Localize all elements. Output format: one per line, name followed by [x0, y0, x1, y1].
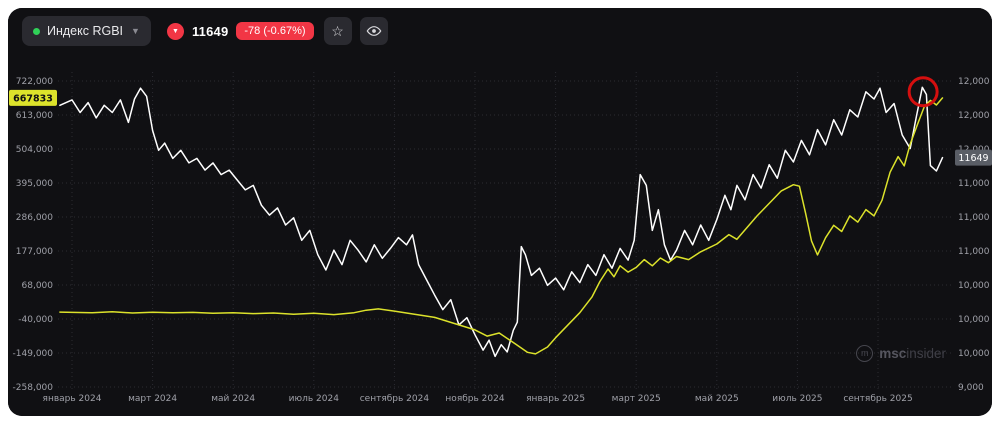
right-axis-label: 10,000: [958, 315, 990, 325]
star-icon: ☆: [331, 23, 344, 40]
price-down-icon: ▼: [167, 23, 184, 40]
right-axis-label: 10,000: [958, 349, 990, 359]
left-axis-label: -40,000: [18, 315, 53, 325]
left-axis-label: 68,000: [22, 281, 54, 291]
chart-background: [8, 8, 992, 416]
x-axis-label: май 2024: [211, 394, 255, 404]
chart-toolbar: Индекс RGBI ▼ ▼ 11649 -78 (-0.67%) ☆: [22, 16, 388, 46]
right-axis-label: 12,000: [958, 111, 990, 121]
left-axis-label: -149,000: [13, 349, 54, 359]
x-axis-label: март 2024: [128, 394, 177, 404]
market-open-dot: [33, 28, 40, 35]
right-axis-label: 10,000: [958, 281, 990, 291]
x-axis-label: март 2025: [612, 394, 661, 404]
chevron-down-icon: ▼: [131, 26, 140, 36]
right-axis-label: 9,000: [958, 383, 984, 393]
eye-icon: [366, 23, 382, 39]
left-axis-label: 722,000: [16, 77, 53, 87]
favorite-star-button[interactable]: ☆: [324, 17, 352, 45]
x-axis-label: сентябрь 2025: [843, 394, 912, 404]
right-axis-price-badge-label: 11649: [958, 153, 988, 164]
price-change-badge: -78 (-0.67%): [236, 22, 313, 40]
right-axis-label: 11,000: [958, 247, 990, 257]
watchlist-eye-button[interactable]: [360, 17, 388, 45]
x-axis-label: июль 2025: [772, 394, 822, 404]
quote-block: ▼ 11649 -78 (-0.67%): [167, 22, 314, 40]
x-axis-label: июль 2024: [289, 394, 340, 404]
chart-panel: январь 2024 март 2024 май 2024 июль 2024 сен…: [8, 8, 992, 416]
right-axis-label: 11,000: [958, 213, 990, 223]
x-axis-label: январь 2024: [43, 394, 102, 404]
right-axis-label: 12,000: [958, 77, 990, 87]
chart-canvas[interactable]: январь 2024 март 2024 май 2024 июль 2024 сен…: [8, 8, 992, 416]
x-axis-label: сентябрь 2024: [360, 394, 430, 404]
symbol-selector[interactable]: Индекс RGBI ▼: [22, 16, 151, 46]
left-axis-label: 613,000: [16, 111, 53, 121]
right-axis-label: 11,000: [958, 179, 990, 189]
x-axis-label: ноябрь 2024: [445, 394, 504, 404]
symbol-name: Индекс RGBI: [47, 24, 123, 38]
left-axis-label: 177,000: [16, 247, 53, 257]
left-axis-label: 504,000: [16, 145, 53, 155]
x-axis-label: май 2025: [695, 394, 739, 404]
left-axis-label: 286,000: [16, 213, 53, 223]
left-axis-price-badge-label: 667833: [13, 93, 53, 104]
x-axis-label: январь 2025: [526, 394, 585, 404]
last-price: 11649: [192, 24, 228, 39]
left-axis-label: 395,000: [16, 179, 53, 189]
left-axis-label: -258,000: [13, 383, 54, 393]
